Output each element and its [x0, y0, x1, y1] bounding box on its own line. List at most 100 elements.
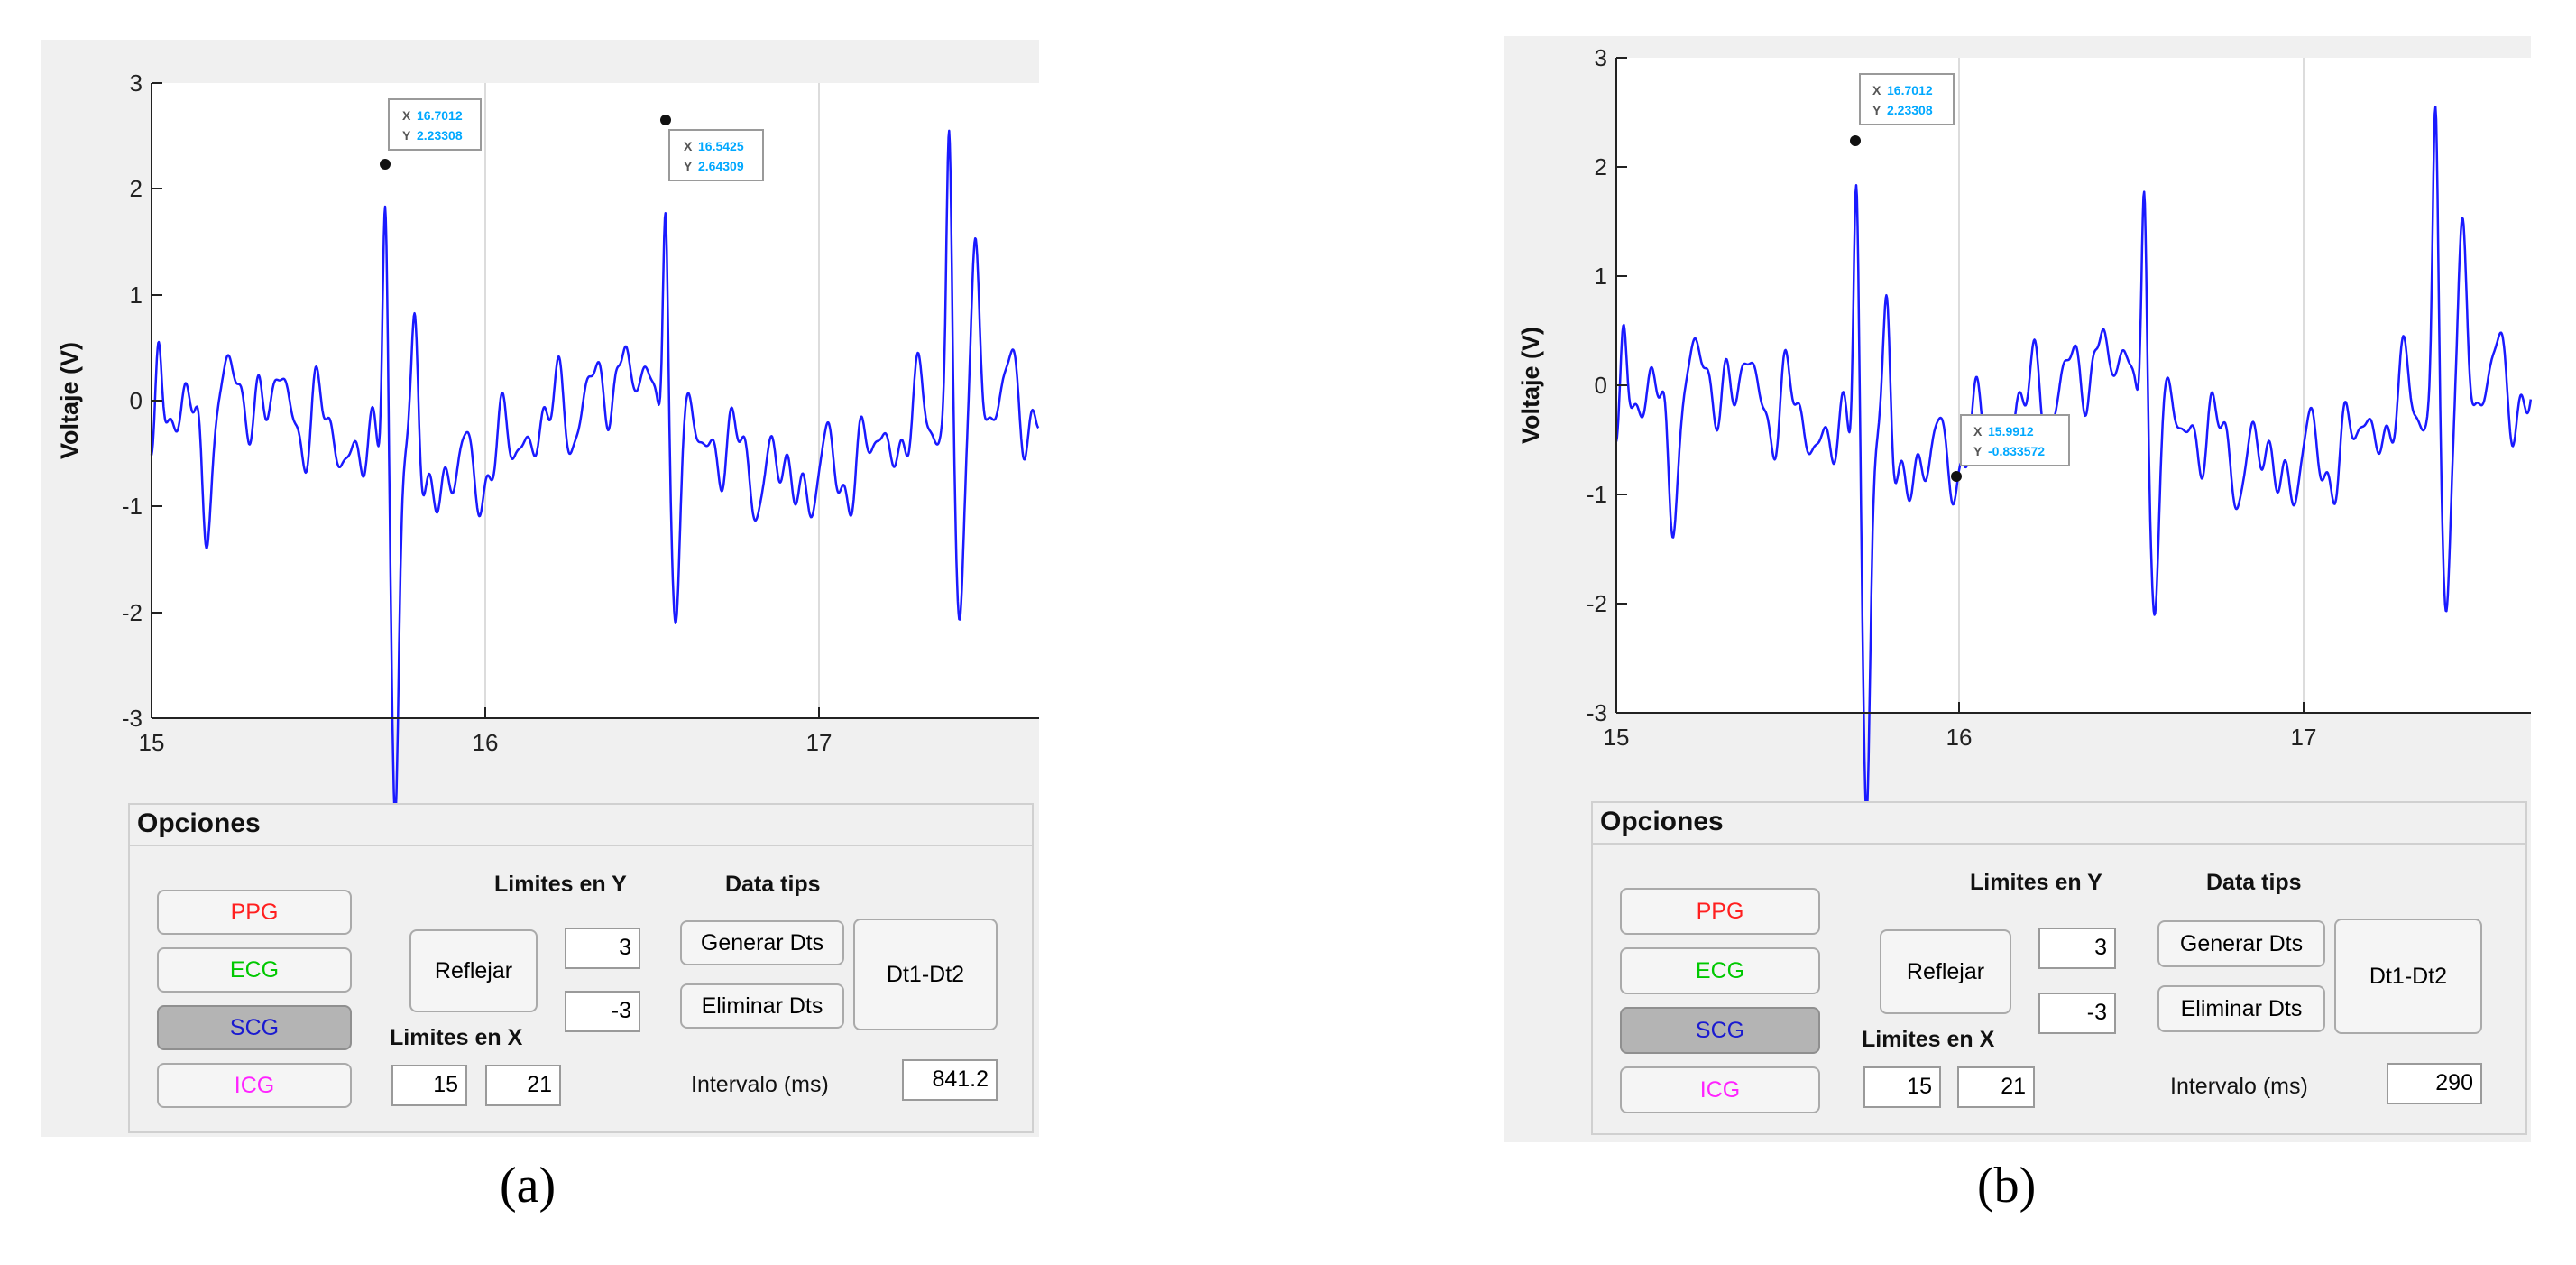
icg-button[interactable]: ICG [157, 1063, 352, 1108]
datatip-box [668, 129, 764, 181]
y-tick-label: -3 [122, 705, 143, 732]
y-min-field[interactable]: -3 [2038, 993, 2116, 1034]
datatip-y-value: 2.23308 [417, 128, 463, 143]
x-max-field[interactable]: 21 [1957, 1066, 2035, 1108]
plot-area[interactable]: 3 2 1 0 -1 -2 -3 15 16 17 Voltaje (V) X … [1504, 36, 2533, 817]
x-tick-label: 15 [139, 729, 165, 756]
datatip-x-label: X [1973, 424, 1983, 439]
y-tick-label: 3 [130, 69, 143, 97]
datatips-label: Data tips [725, 872, 821, 897]
limits-x-label: Limites en X [1862, 1027, 1995, 1052]
app-window-b: 3 2 1 0 -1 -2 -3 15 16 17 Voltaje (V) X … [1504, 36, 2533, 1142]
options-panel: Opciones PPG ECG SCG ICG Limites en Y Re… [1591, 801, 2527, 1135]
limits-y-label: Limites en Y [1970, 870, 2102, 895]
datatip-marker [1951, 471, 1962, 482]
icg-button[interactable]: ICG [1620, 1066, 1820, 1113]
datatip-y-label: Y [684, 159, 693, 173]
x-min-field[interactable]: 15 [1863, 1066, 1941, 1108]
datatip[interactable]: X 16.5425 Y 2.64309 [660, 115, 764, 181]
scg-button[interactable]: SCG [1620, 1007, 1820, 1054]
x-tick-label: 17 [2291, 724, 2317, 751]
plot-area[interactable]: 3 2 1 0 -1 -2 -3 15 16 17 Voltaje (V) X … [41, 40, 1040, 819]
ecg-button[interactable]: ECG [1620, 947, 1820, 994]
datatip-marker [660, 115, 671, 125]
datatip-y-value: -0.833572 [1988, 444, 2045, 458]
caption-a: (a) [500, 1158, 557, 1214]
y-tick-label: 0 [130, 387, 143, 414]
interval-field[interactable]: 290 [2387, 1063, 2482, 1104]
voltage-plot[interactable]: 3 2 1 0 -1 -2 -3 15 16 17 Voltaje (V) X … [1504, 36, 2533, 817]
signal-line [1615, 106, 2533, 817]
y-min-field[interactable]: -3 [565, 991, 640, 1032]
plot-background [152, 83, 1039, 718]
ppg-button[interactable]: PPG [157, 890, 352, 935]
datatip-y-label: Y [1872, 103, 1881, 117]
datatip-y-label: Y [1973, 444, 1983, 458]
interval-label: Intervalo (ms) [2170, 1074, 2308, 1099]
options-title: Opciones [137, 808, 261, 838]
y-tick-label: 1 [130, 282, 143, 309]
datatips-label: Data tips [2206, 870, 2302, 895]
y-tick-label: -1 [1587, 481, 1607, 508]
datatip-x-value: 16.5425 [698, 139, 744, 153]
options-panel: Opciones PPG ECG SCG ICG Limites en Y Re… [128, 803, 1034, 1133]
datatip-x-label: X [684, 139, 693, 153]
datatip-x-value: 16.7012 [1887, 83, 1933, 97]
plot-background [1616, 58, 2531, 713]
dt1-dt2-button[interactable]: Dt1-Dt2 [853, 919, 998, 1030]
y-axis-label: Voltaje (V) [1517, 327, 1544, 444]
signal-line [150, 129, 1040, 819]
y-max-field[interactable]: 3 [565, 928, 640, 969]
caption-b: (b) [1977, 1158, 2037, 1214]
y-tick-label: 0 [1595, 372, 1607, 399]
datatip-y-value: 2.23308 [1887, 103, 1933, 117]
interval-label: Intervalo (ms) [691, 1072, 829, 1097]
datatip[interactable]: X 15.9912 Y -0.833572 [1951, 414, 2070, 482]
x-tick-label: 16 [473, 729, 499, 756]
x-tick-label: 16 [1946, 724, 1973, 751]
datatip[interactable]: X 16.7012 Y 2.23308 [1850, 73, 1955, 146]
y-ticks [152, 82, 820, 719]
y-tick-label: -3 [1587, 699, 1607, 726]
ecg-button[interactable]: ECG [157, 947, 352, 993]
scg-button[interactable]: SCG [157, 1005, 352, 1050]
limits-x-label: Limites en X [390, 1025, 523, 1050]
reflect-button[interactable]: Reflejar [1880, 929, 2011, 1014]
datatip-box [1859, 73, 1955, 125]
datatip-y-label: Y [402, 128, 411, 143]
datatip-box [1960, 414, 2070, 466]
reflect-button[interactable]: Reflejar [409, 929, 538, 1012]
datatip-marker [1850, 135, 1861, 146]
dt1-dt2-button[interactable]: Dt1-Dt2 [2334, 919, 2482, 1034]
y-tick-label: 3 [1595, 44, 1607, 71]
x-tick-label: 15 [1604, 724, 1630, 751]
panel-divider [1593, 843, 2525, 845]
delete-datatips-button[interactable]: Eliminar Dts [680, 983, 844, 1029]
y-tick-label: -2 [1587, 590, 1607, 617]
datatip-x-value: 15.9912 [1988, 424, 2034, 439]
datatip-box [388, 98, 482, 151]
y-tick-label: -1 [122, 493, 143, 520]
interval-field[interactable]: 841.2 [902, 1059, 998, 1101]
y-axis-label: Voltaje (V) [56, 342, 83, 459]
datatip-x-label: X [402, 108, 411, 123]
y-ticks [1616, 57, 2305, 714]
y-tick-label: -2 [122, 599, 143, 626]
y-tick-label: 2 [130, 175, 143, 202]
ppg-button[interactable]: PPG [1620, 888, 1820, 935]
datatip-marker [380, 159, 391, 170]
x-max-field[interactable]: 21 [485, 1065, 561, 1106]
y-max-field[interactable]: 3 [2038, 928, 2116, 969]
generate-datatips-button[interactable]: Generar Dts [2157, 920, 2325, 967]
options-title: Opciones [1600, 807, 1724, 836]
delete-datatips-button[interactable]: Eliminar Dts [2157, 985, 2325, 1032]
x-min-field[interactable]: 15 [391, 1065, 467, 1106]
x-tick-label: 17 [806, 729, 833, 756]
app-window-a: 3 2 1 0 -1 -2 -3 15 16 17 Voltaje (V) X … [41, 40, 1040, 1137]
datatip[interactable]: X 16.7012 Y 2.23308 [380, 98, 482, 170]
generate-datatips-button[interactable]: Generar Dts [680, 920, 844, 965]
y-tick-label: 1 [1595, 263, 1607, 290]
datatip-x-value: 16.7012 [417, 108, 463, 123]
voltage-plot[interactable]: 3 2 1 0 -1 -2 -3 15 16 17 Voltaje (V) X … [41, 40, 1040, 819]
datatip-x-label: X [1872, 83, 1881, 97]
